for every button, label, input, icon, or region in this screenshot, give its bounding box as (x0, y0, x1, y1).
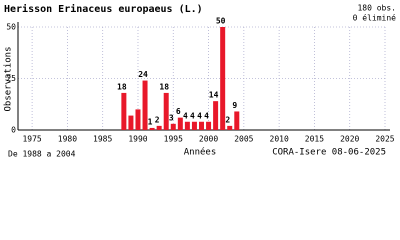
value-label: 2 (155, 115, 160, 124)
bar (199, 121, 204, 130)
note: 180 obs. (357, 4, 396, 13)
value-label: 9 (232, 101, 237, 110)
x-tick-label: 2025 (375, 135, 394, 144)
bar (121, 92, 127, 130)
value-label: 4 (183, 111, 188, 120)
chart-title: Herisson Erinaceus europaeus (L.) (4, 3, 203, 15)
bar (142, 80, 148, 130)
bar (135, 109, 141, 130)
bar (184, 121, 190, 130)
bar (227, 125, 233, 130)
bar (128, 115, 134, 130)
value-label: 18 (159, 82, 169, 91)
x-axis-label: Années (184, 147, 217, 158)
y-tick-label: 25 (6, 74, 16, 83)
x-tick-label: 1995 (164, 135, 183, 144)
x-tick-label: 2020 (340, 135, 359, 144)
bar (191, 121, 197, 130)
bar (170, 123, 176, 130)
value-label: 50 (216, 17, 226, 26)
bar (163, 92, 169, 130)
x-tick-label: 1975 (22, 135, 41, 144)
x-tick-label: 1990 (128, 135, 147, 144)
y-axis-label: Observations (4, 46, 14, 111)
source: CORA-Isere 08-06-2025 (272, 148, 386, 158)
value-label: 4 (190, 111, 195, 120)
x-tick-label: 2015 (305, 135, 324, 144)
period: De 1988 a 2004 (8, 150, 76, 159)
bar (234, 111, 240, 130)
note: 0 éliminé (353, 13, 397, 23)
value-label: 4 (204, 111, 209, 120)
bar (206, 121, 212, 130)
bar (213, 101, 219, 130)
bar (156, 125, 162, 130)
x-tick-label: 2005 (234, 135, 253, 144)
value-label: 3 (169, 113, 174, 122)
bar (177, 117, 183, 130)
value-label: 18 (117, 82, 127, 91)
x-tick-label: 1980 (58, 135, 77, 144)
value-label: 6 (176, 107, 181, 116)
x-tick-label: 1985 (93, 135, 112, 144)
bar (149, 127, 155, 130)
chart: Herisson Erinaceus europaeus (L.) 180 ob… (4, 3, 397, 159)
bar (220, 27, 226, 130)
value-label: 2 (225, 115, 230, 124)
value-label: 24 (138, 70, 148, 79)
value-label: 1 (148, 117, 153, 126)
value-label: 14 (209, 91, 219, 100)
value-label: 4 (197, 111, 202, 120)
x-tick-label: 2000 (199, 135, 218, 144)
y-tick-label: 0 (11, 126, 16, 135)
y-tick-label: 50 (6, 23, 16, 32)
x-tick-label: 2010 (270, 135, 289, 144)
